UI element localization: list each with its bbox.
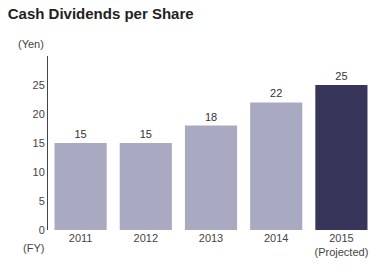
svg-text:5: 5: [39, 195, 45, 207]
svg-text:15: 15: [140, 128, 152, 140]
svg-text:10: 10: [33, 166, 45, 178]
svg-text:2011: 2011: [69, 232, 93, 244]
svg-text:0: 0: [39, 224, 45, 236]
svg-text:2014: 2014: [264, 232, 288, 244]
svg-text:15: 15: [74, 128, 86, 140]
svg-text:18: 18: [205, 111, 217, 123]
svg-text:25: 25: [33, 79, 45, 91]
svg-text:2013: 2013: [199, 232, 223, 244]
svg-text:15: 15: [33, 137, 45, 149]
svg-text:(FY): (FY): [23, 242, 44, 254]
svg-text:20: 20: [33, 108, 45, 120]
svg-text:25: 25: [335, 70, 347, 82]
svg-text:Cash Dividends per Share: Cash Dividends per Share: [8, 5, 194, 22]
svg-text:2015(Projected): 2015(Projected): [315, 232, 369, 258]
svg-text:(Yen): (Yen): [18, 38, 44, 50]
svg-text:22: 22: [270, 87, 282, 99]
svg-text:2012: 2012: [134, 232, 158, 244]
